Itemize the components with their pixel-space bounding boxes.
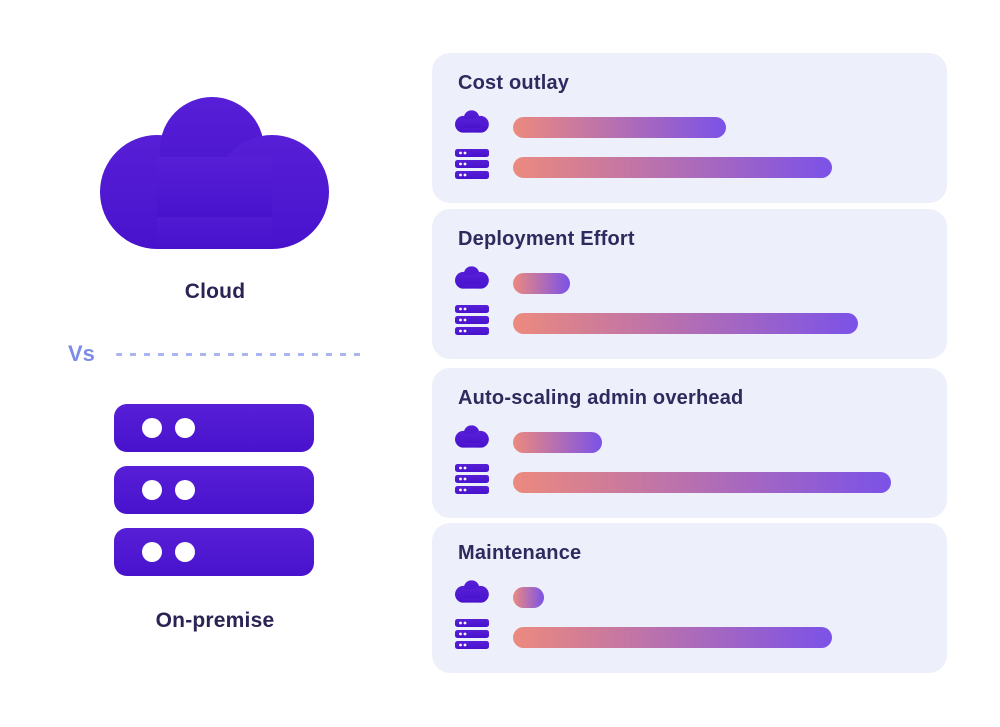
versus-divider: Vs [68, 339, 368, 369]
onprem-label: On-premise [155, 609, 275, 632]
cloud-label: Cloud [184, 280, 246, 303]
server-led-dot [142, 542, 162, 562]
onprem-bar [513, 472, 891, 493]
onprem-bar [513, 313, 858, 334]
panel-title: Auto-scaling admin overhead [458, 387, 744, 409]
onprem-bar [513, 157, 832, 178]
panel-title: Cost outlay [458, 72, 570, 94]
cloud-icon [455, 266, 489, 289]
panel-title: Deployment Effort [458, 228, 635, 250]
cloud-bar [513, 432, 602, 453]
server-stack-icon [455, 619, 489, 649]
onprem-bar [513, 627, 832, 648]
dotted-divider-line [115, 352, 368, 356]
metric-panel-deployment-effort: Deployment Effort [432, 209, 947, 359]
server-stack-icon [455, 149, 489, 179]
cloud-icon [100, 97, 330, 249]
server-stack-icon [114, 404, 314, 590]
server-slat [114, 404, 314, 452]
cloud-bar [513, 117, 726, 138]
cloud-icon [455, 580, 489, 603]
cloud-bar [513, 273, 570, 294]
server-slat [114, 528, 314, 576]
metric-panel-maintenance: Maintenance [432, 523, 947, 673]
server-led-dot [175, 418, 195, 438]
metric-panel-auto-scaling-admin-overhead: Auto-scaling admin overhead [432, 368, 947, 518]
server-stack-icon [455, 305, 489, 335]
server-led-dot [142, 418, 162, 438]
server-slat [114, 466, 314, 514]
panel-title: Maintenance [458, 542, 582, 564]
vs-label: Vs [68, 341, 95, 366]
cloud-bar [513, 587, 544, 608]
server-led-dot [175, 480, 195, 500]
server-stack-icon [455, 464, 489, 494]
server-led-dot [142, 480, 162, 500]
metric-panel-cost-outlay: Cost outlay [432, 53, 947, 203]
cloud-icon [455, 425, 489, 448]
server-led-dot [175, 542, 195, 562]
cloud-icon [455, 110, 489, 133]
